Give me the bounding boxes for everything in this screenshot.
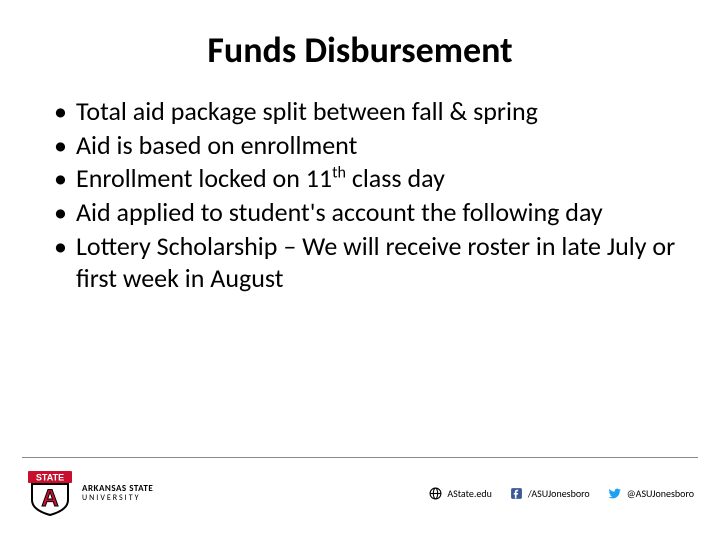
logo-wordmark: ARKANSAS STATE UNIVERSITY	[82, 484, 153, 502]
social-links: AState.edu /ASUJonesboro @ASUJonesboro	[429, 487, 694, 500]
bullet-item: Enrollment locked on 11th class day	[54, 163, 680, 195]
bullet-item: Lottery Scholarship – We will receive ro…	[54, 231, 680, 294]
logo-line-2: UNIVERSITY	[82, 494, 153, 502]
bullet-text: Total aid package split between fall & s…	[76, 95, 538, 127]
bullet-text: Aid is based on enrollment	[76, 129, 357, 161]
svg-text:A: A	[41, 485, 58, 512]
globe-icon	[429, 487, 442, 500]
bullet-item: Aid is based on enrollment	[54, 130, 680, 162]
social-twitter-label: @ASUJonesboro	[627, 487, 694, 500]
facebook-icon	[510, 487, 523, 500]
bullet-text-tail: class day	[346, 162, 445, 194]
bullet-item: Aid applied to student's account the fol…	[54, 197, 680, 229]
social-web[interactable]: AState.edu	[429, 487, 492, 500]
bullet-text-lead: Enrollment locked on	[76, 162, 306, 194]
twitter-icon	[608, 487, 622, 500]
slide-title: Funds Disbursement	[40, 28, 680, 72]
footer: STATE A ARKANSAS STATE UNIVERSITY AState…	[0, 458, 720, 540]
ordinal-number: 11	[306, 162, 332, 194]
social-web-label: AState.edu	[447, 487, 492, 500]
social-facebook-label: /ASUJonesboro	[528, 487, 590, 500]
social-twitter[interactable]: @ASUJonesboro	[608, 487, 694, 500]
logo-shield-icon: STATE A	[26, 470, 74, 516]
bullet-list: Total aid package split between fall & s…	[40, 96, 680, 294]
bullet-item: Total aid package split between fall & s…	[54, 96, 680, 128]
bullet-text: Aid applied to student's account the fol…	[76, 196, 603, 228]
bullet-text: Lottery Scholarship – We will receive ro…	[76, 230, 675, 294]
university-logo: STATE A ARKANSAS STATE UNIVERSITY	[26, 470, 153, 516]
social-facebook[interactable]: /ASUJonesboro	[510, 487, 590, 500]
slide: Funds Disbursement Total aid package spl…	[0, 0, 720, 540]
ordinal-suffix: th	[332, 164, 346, 183]
svg-text:STATE: STATE	[36, 473, 64, 483]
